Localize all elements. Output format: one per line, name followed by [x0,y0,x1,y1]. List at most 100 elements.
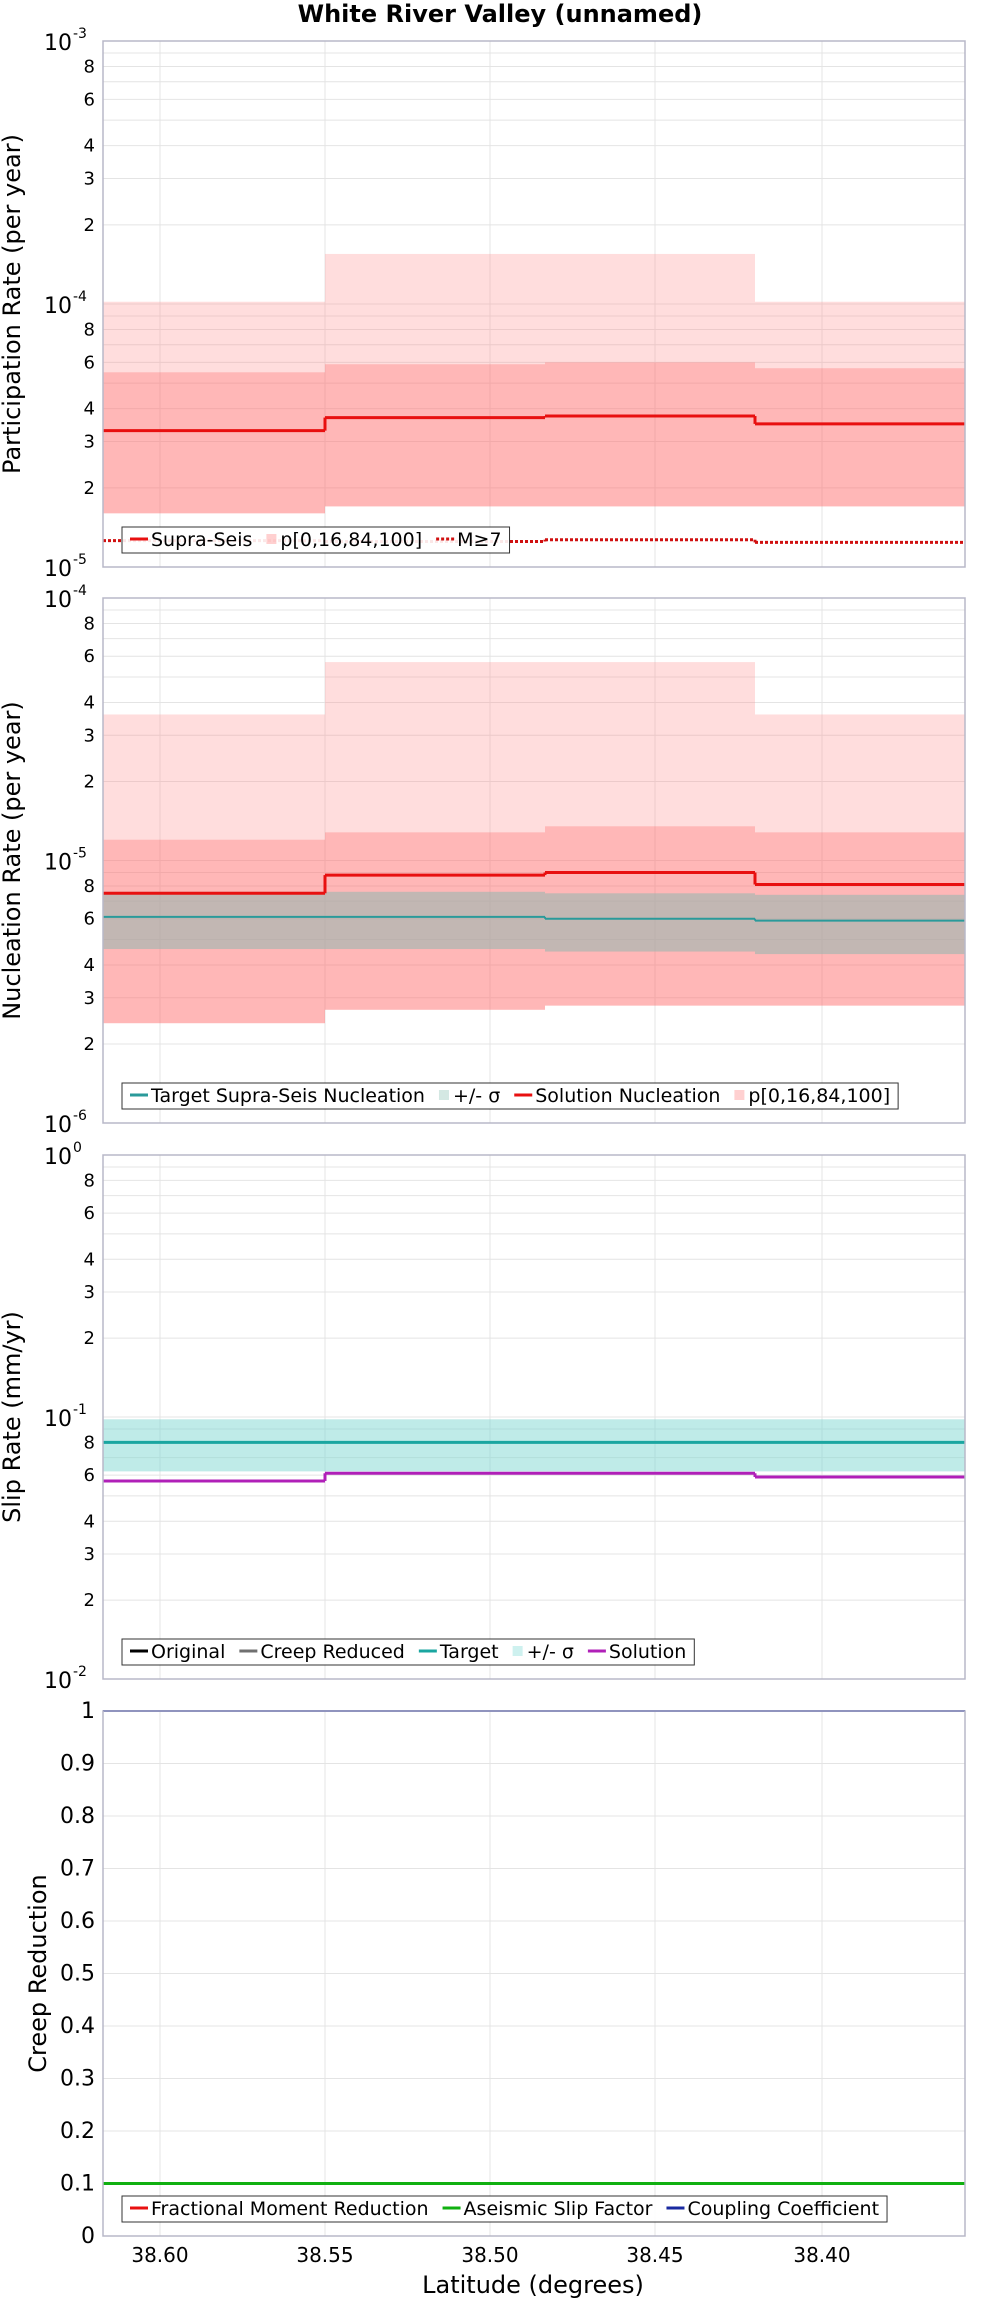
y-tick-exponent: -2 [73,1664,87,1680]
legend-frame [121,526,511,554]
legend-swatch [266,534,277,544]
plot-frame [102,40,966,568]
x-tick-label: 38.40 [793,2243,850,2267]
legend-label: M≥7 [457,529,501,551]
y-tick-label: 0.9 [60,1752,95,1777]
y-tick-label: 3 [84,1282,95,1303]
plot-frame [102,597,966,1124]
band-p16-84 [545,362,755,507]
y-tick-label: 4 [84,955,95,976]
band-p0-100 [755,714,965,1006]
y-tick-label: 3 [84,169,95,190]
y-tick-label: 2 [84,478,95,499]
plot-frame [102,1154,966,1680]
y-tick-label: 10 [44,851,72,876]
y-tick-label: 2 [84,215,95,236]
plot-frame [102,1710,966,2237]
y-tick-label: 0 [81,2224,95,2249]
y-tick-label: 6 [84,909,95,930]
x-axis: 38.60 38.55 38.50 38.45 38.40 [131,2243,850,2267]
y-tick-label: 4 [84,692,95,713]
y-tick-label: 3 [84,988,95,1009]
legend-label: +/- σ [453,1085,500,1107]
legend-label: Creep Reduced [260,1641,404,1663]
y-tick-exponent: -6 [73,1108,87,1124]
y-tick-label: 2 [84,771,95,792]
y-tick-label: 6 [84,352,95,373]
band-sigma [545,893,755,952]
chart-title: White River Valley (unnamed) [298,0,703,28]
y-axis-label: Participation Rate (per year) [0,134,26,474]
band-p0-100 [103,714,325,1024]
y-tick-exponent: -5 [73,846,87,862]
legend-label: Solution Nucleation [535,1085,720,1107]
legend-label: Supra-Seis [151,529,252,551]
y-tick-exponent: -1 [73,1402,87,1418]
y-tick-label: 10 [44,588,72,613]
y-tick-label: 4 [84,1511,95,1532]
y-tick-label: 3 [84,1544,95,1565]
y-tick-exponent: -4 [73,289,87,305]
y-tick-label: 10 [44,1669,72,1694]
band-p0-100 [545,253,755,507]
legend-label: p[0,16,84,100] [748,1085,890,1107]
legend-frame [121,1082,899,1110]
y-tick-label: 0.1 [60,2172,95,2197]
legend-label: +/- σ [527,1641,574,1663]
band-p0-100 [103,301,325,514]
legend-label: Solution [609,1641,686,1663]
legend-swatch [512,1646,523,1656]
y-tick-exponent: 0 [73,1140,82,1156]
x-tick-label: 38.45 [626,2243,683,2267]
band-p0-100 [325,253,545,507]
legend-label: Aseismic Slip Factor [464,2198,653,2220]
y-tick-label: 2 [84,1590,95,1611]
y-tick-label: 0.5 [60,1962,95,1987]
legend-frame [121,2195,888,2223]
band-p0-100 [325,662,545,1010]
y-tick-label: 0.2 [60,2119,95,2144]
legend-swatch [438,1090,449,1100]
y-tick-label: 6 [84,89,95,110]
y-tick-label: 4 [84,1249,95,1270]
y-tick-label: 0.3 [60,2067,95,2092]
y-tick-exponent: -4 [73,583,87,599]
y-tick-label: 6 [84,1465,95,1486]
y-tick-label: 0.7 [60,1857,95,1882]
y-tick-exponent: -5 [73,552,87,568]
legend-label: Fractional Moment Reduction [151,2198,429,2220]
band-sigma [325,1419,545,1472]
y-tick-label: 3 [84,725,95,746]
legend-label: p[0,16,84,100] [280,529,422,551]
y-axis-label: Nucleation Rate (per year) [0,701,26,1020]
y-tick-label: 8 [84,319,95,340]
band-sigma [755,894,965,955]
y-tick-label: 8 [84,1432,95,1453]
band-p16-84 [103,372,325,514]
legend-label: Coupling Coefficient [687,2198,879,2220]
band-sigma [545,1419,755,1472]
band-p0-100 [755,301,965,507]
y-tick-label: 10 [44,1113,72,1138]
y-tick-label: 8 [84,876,95,897]
y-tick-label: 10 [44,557,72,582]
band-sigma [103,1419,325,1472]
legend-swatch [734,1090,745,1100]
x-tick-label: 38.55 [296,2243,353,2267]
legend: Target Supra-Seis Nucleation +/- σ Solutio… [121,1082,899,1110]
y-tick-label: 2 [84,1034,95,1055]
band-sigma [325,891,545,950]
y-axis-label: Slip Rate (mm/yr) [0,1311,26,1523]
y-tick-label: 3 [84,432,95,453]
x-tick-label: 38.50 [461,2243,518,2267]
panel-creep: 0 0.1 0.2 0.3 0.4 0.5 0.6 0.7 0.8 0.9 1 Creep Reduc… [24,1699,966,2249]
y-tick-label: 1 [81,1699,95,1724]
band-sigma [755,1419,965,1472]
y-tick-label: 2 [84,1328,95,1349]
band-p16-84 [755,368,965,507]
